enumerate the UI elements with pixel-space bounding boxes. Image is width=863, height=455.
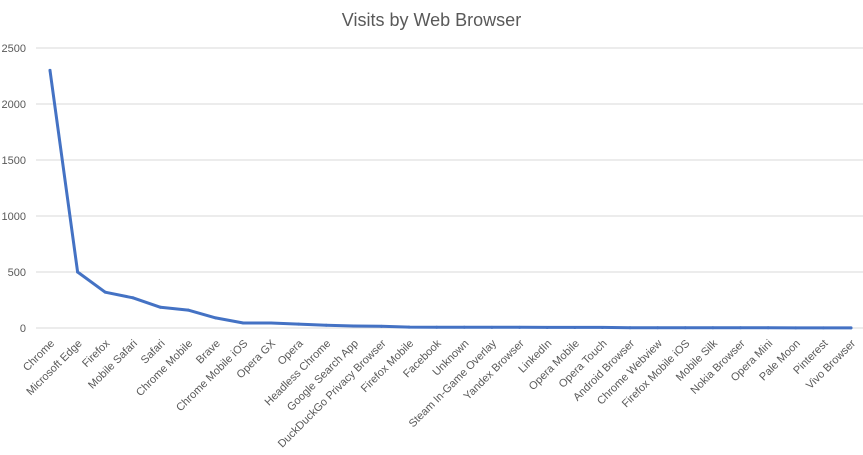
data-point bbox=[573, 325, 577, 329]
data-point bbox=[766, 326, 770, 330]
y-tick-label: 2000 bbox=[2, 99, 26, 111]
data-point bbox=[683, 326, 687, 330]
series-line bbox=[48, 68, 853, 330]
data-point bbox=[76, 270, 80, 274]
data-point bbox=[849, 326, 853, 330]
data-point bbox=[241, 321, 245, 325]
y-tick-label: 1000 bbox=[2, 211, 26, 223]
data-point bbox=[462, 325, 466, 329]
data-point bbox=[269, 321, 273, 325]
data-point bbox=[214, 316, 218, 320]
data-point bbox=[490, 325, 494, 329]
data-point bbox=[407, 325, 411, 329]
data-point bbox=[131, 296, 135, 300]
data-point bbox=[379, 324, 383, 328]
data-point bbox=[352, 324, 356, 328]
data-point bbox=[600, 325, 604, 329]
data-point bbox=[186, 308, 190, 312]
data-point bbox=[158, 305, 162, 309]
data-point bbox=[821, 326, 825, 330]
data-point bbox=[518, 325, 522, 329]
data-point bbox=[656, 326, 660, 330]
y-tick-label: 2500 bbox=[2, 43, 26, 55]
data-point bbox=[324, 323, 328, 327]
data-point bbox=[794, 326, 798, 330]
data-point bbox=[48, 68, 52, 72]
y-tick-label: 0 bbox=[20, 323, 26, 335]
data-point bbox=[435, 325, 439, 329]
data-point bbox=[103, 290, 107, 294]
x-tick-label: Mobile Safari bbox=[86, 338, 140, 392]
data-point bbox=[545, 325, 549, 329]
data-point bbox=[628, 326, 632, 330]
chart-title: Visits by Web Browser bbox=[341, 10, 522, 30]
y-tick-label: 500 bbox=[8, 267, 26, 279]
x-tick-label: Vivo Browser bbox=[804, 337, 858, 391]
data-point bbox=[739, 326, 743, 330]
data-point bbox=[297, 322, 301, 326]
y-tick-label: 1500 bbox=[2, 155, 26, 167]
data-point bbox=[711, 326, 715, 330]
